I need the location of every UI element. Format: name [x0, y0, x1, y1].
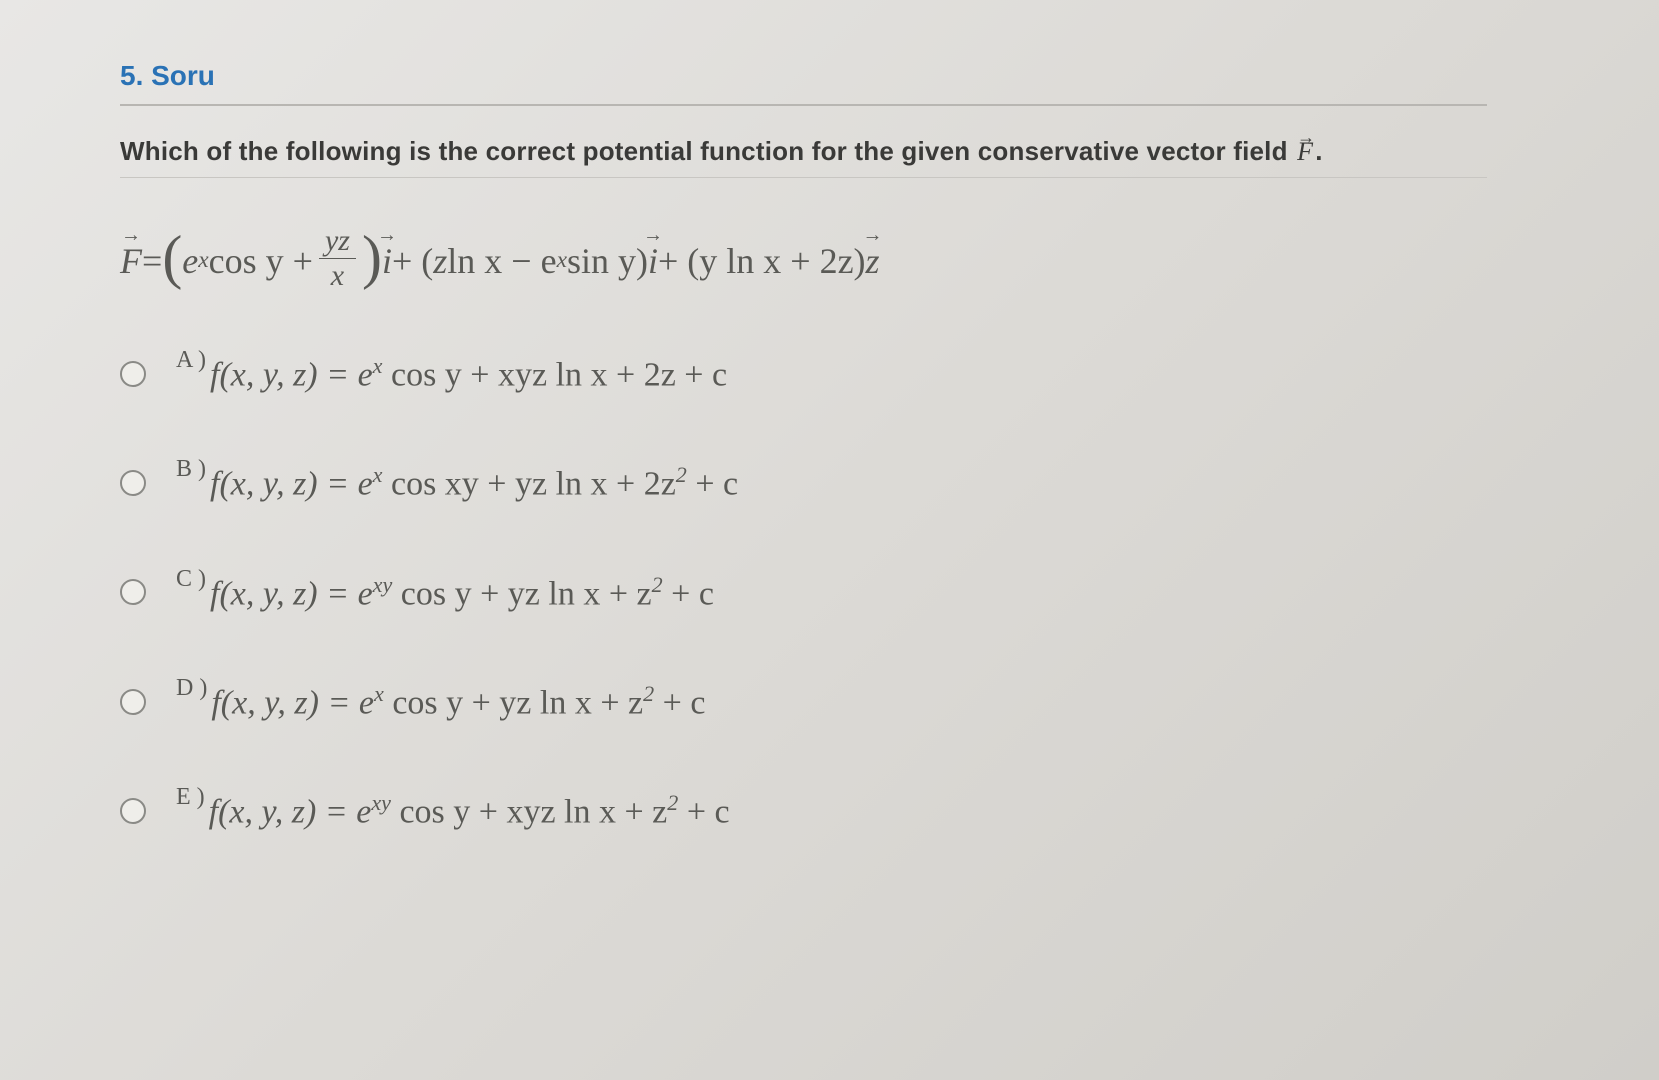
unit-i: → i — [382, 240, 392, 282]
frac-den: x — [325, 259, 350, 291]
fraction-yz-x: yz x — [319, 226, 356, 291]
term1-e: e — [182, 240, 198, 282]
term1-exp: x — [198, 247, 208, 274]
radio-d[interactable] — [120, 689, 146, 715]
equals: = — [142, 240, 162, 282]
radio-e[interactable] — [120, 798, 146, 824]
unit-k: →z — [866, 240, 880, 282]
divider-under-prompt — [120, 177, 1487, 178]
divider-top — [120, 104, 1487, 106]
radio-b[interactable] — [120, 470, 146, 496]
option-d-label: D ) — [176, 675, 207, 702]
option-c-label: C ) — [176, 566, 206, 593]
term2-sin: sin y) — [567, 240, 648, 282]
paren-open: ( — [162, 239, 182, 275]
term2-z: z — [433, 240, 447, 282]
frac-num: yz — [319, 226, 356, 259]
prompt-text: Which of the following is the correct po… — [120, 136, 1295, 166]
vector-field-formula: →F = ( ex cos y + yz x ) → i + (z ln x −… — [120, 228, 1559, 293]
option-b-expr: B )f(x, y, z) = ex cos xy + yz ln x + 2z… — [176, 462, 738, 503]
option-a-label: A ) — [176, 347, 206, 374]
option-a[interactable]: A )f(x, y, z) = ex cos y + xyz ln x + 2z… — [120, 353, 1559, 394]
option-e-label: E ) — [176, 784, 205, 811]
option-b-label: B ) — [176, 456, 206, 483]
radio-c[interactable] — [120, 579, 146, 605]
option-c[interactable]: C )f(x, y, z) = exy cos y + yz ln x + z2… — [120, 572, 1559, 613]
question-number: 5. Soru — [120, 60, 1559, 92]
prompt-suffix: . — [1315, 136, 1322, 166]
option-c-expr: C )f(x, y, z) = exy cos y + yz ln x + z2… — [176, 572, 714, 613]
option-e-expr: E )f(x, y, z) = exy cos y + xyz ln x + z… — [176, 790, 730, 831]
plus1: + ( — [392, 240, 433, 282]
term1-cos: cos y + — [209, 240, 313, 282]
option-d-expr: D )f(x, y, z) = ex cos y + yz ln x + z2 … — [176, 681, 705, 722]
term2-exp: x — [557, 247, 567, 274]
option-d[interactable]: D )f(x, y, z) = ex cos y + yz ln x + z2 … — [120, 681, 1559, 722]
radio-a[interactable] — [120, 361, 146, 387]
question-page: 5. Soru Which of the following is the co… — [0, 0, 1659, 940]
option-e[interactable]: E )f(x, y, z) = exy cos y + xyz ln x + z… — [120, 790, 1559, 831]
plus2: + (y ln x + 2z) — [658, 240, 866, 282]
question-prompt: Which of the following is the correct po… — [120, 136, 1559, 167]
options-list: A )f(x, y, z) = ex cos y + xyz ln x + 2z… — [120, 353, 1559, 832]
unit-j: →i — [648, 240, 658, 282]
vec-F: →F — [120, 240, 142, 282]
term2-ln: ln x − e — [447, 240, 556, 282]
option-a-expr: A )f(x, y, z) = ex cos y + xyz ln x + 2z… — [176, 353, 727, 394]
option-b[interactable]: B )f(x, y, z) = ex cos xy + yz ln x + 2z… — [120, 462, 1559, 503]
vector-F-symbol: → F — [1295, 137, 1315, 167]
